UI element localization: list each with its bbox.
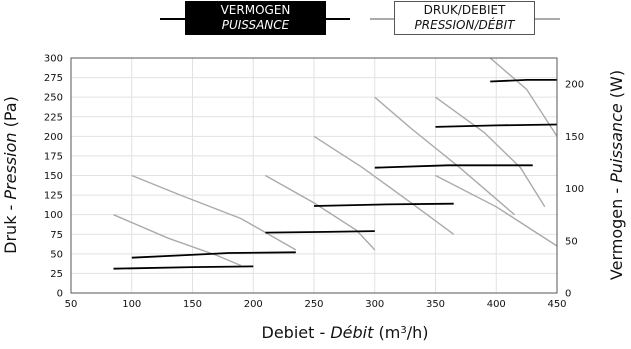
pressure-curve xyxy=(313,135,455,235)
pressure-curve xyxy=(113,214,242,267)
legend-power-label-fr: PUISSANCE xyxy=(221,18,290,32)
pressure-curve xyxy=(489,57,558,137)
legend-power-line-right xyxy=(326,18,350,20)
plot-frame xyxy=(70,57,558,294)
power-curve xyxy=(131,251,296,259)
x-tick-label: 50 xyxy=(65,299,78,310)
pressure-curve xyxy=(374,96,515,216)
power-curve xyxy=(374,164,533,169)
x-axis-title: Debiet - Débit (m3/h) xyxy=(262,323,429,342)
x-tick-label: 200 xyxy=(244,299,263,310)
x-tick-label: 350 xyxy=(426,299,445,310)
x-tick-label: 100 xyxy=(122,299,141,310)
pressure-curve xyxy=(265,174,376,251)
legend-pressure-label: DRUK/DEBIET xyxy=(423,3,506,17)
power-curve xyxy=(265,230,375,234)
y-left-tick-label: 0 xyxy=(57,289,63,300)
y-left-tick-label: 150 xyxy=(44,171,63,182)
y-right-tick-label: 0 xyxy=(565,289,571,300)
y-left-tick-label: 250 xyxy=(44,93,63,104)
y-left-tick-label: 100 xyxy=(44,210,63,221)
pressure-curve xyxy=(435,96,546,208)
y-left-tick-label: 200 xyxy=(44,132,63,143)
legend-power-label: VERMOGEN xyxy=(220,3,291,17)
legend-pressure-label-fr: PRESSION/DÉBIT xyxy=(414,18,515,32)
power-curves xyxy=(113,79,558,270)
power-curve xyxy=(113,265,254,270)
y-right-tick-labels: 0 50 100 150 200 xyxy=(565,80,584,300)
x-tick-labels: 50 100 150 200 250 300 350 400 450 xyxy=(65,299,567,310)
legend-pressure-line-left xyxy=(370,18,394,20)
power-curve xyxy=(490,79,557,83)
y-right-tick-label: 200 xyxy=(565,80,584,91)
y-left-tick-label: 75 xyxy=(50,230,63,241)
power-curve xyxy=(313,202,454,207)
legend-pressure-line-right xyxy=(535,18,560,20)
legend-power-line-left xyxy=(160,18,185,20)
x-tick-label: 450 xyxy=(547,299,566,310)
y-left-tick-labels: 0 25 50 75 100 125 150 175 200 225 250 275 300 xyxy=(44,54,63,300)
y-right-axis-title: Vermogen - Puissance (W) xyxy=(607,70,626,280)
y-left-tick-label: 125 xyxy=(44,191,63,202)
x-tick-label: 300 xyxy=(365,299,384,310)
y-left-tick-label: 300 xyxy=(44,54,63,65)
y-left-tick-label: 275 xyxy=(44,73,63,84)
power-curve xyxy=(435,123,558,128)
x-tick-label: 250 xyxy=(304,299,323,310)
x-tick-label: 150 xyxy=(183,299,202,310)
legend-pressure-box: DRUK/DEBIET PRESSION/DÉBIT xyxy=(394,1,535,35)
y-right-tick-label: 100 xyxy=(565,184,584,195)
pressure-curve xyxy=(435,174,558,247)
x-tick-label: 400 xyxy=(487,299,506,310)
y-left-tick-label: 25 xyxy=(50,269,63,280)
y-right-tick-label: 50 xyxy=(565,236,578,247)
y-left-tick-label: 50 xyxy=(50,249,63,260)
pressure-curves xyxy=(113,57,558,267)
y-left-tick-label: 175 xyxy=(44,151,63,162)
y-left-axis-title: Druk - Pression (Pa) xyxy=(1,96,20,254)
y-right-tick-label: 150 xyxy=(565,132,584,143)
legend-power-box: VERMOGEN PUISSANCE xyxy=(185,1,326,35)
y-left-tick-label: 225 xyxy=(44,112,63,123)
pressure-curve xyxy=(131,174,297,251)
